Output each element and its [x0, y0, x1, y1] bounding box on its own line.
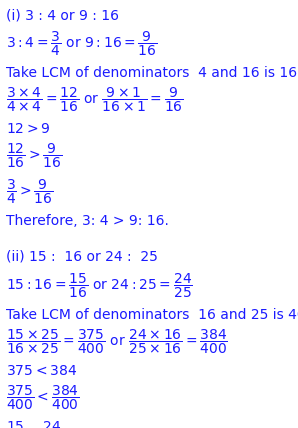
Text: Take LCM of denominators  4 and 16 is 16.: Take LCM of denominators 4 and 16 is 16. [6, 66, 298, 80]
Text: Therefore, 3: 4 > 9: 16.: Therefore, 3: 4 > 9: 16. [6, 214, 169, 228]
Text: $\dfrac{3}{4} > \dfrac{9}{16}$: $\dfrac{3}{4} > \dfrac{9}{16}$ [6, 178, 53, 206]
Text: $375 < 384$: $375 < 384$ [6, 364, 77, 378]
Text: (i) 3 : 4 or 9 : 16: (i) 3 : 4 or 9 : 16 [6, 8, 119, 22]
Text: $\dfrac{375}{400} < \dfrac{384}{400}$: $\dfrac{375}{400} < \dfrac{384}{400}$ [6, 384, 80, 412]
Text: $15: 16 = \dfrac{15}{16}$ or $24: 25 = \dfrac{24}{25}$: $15: 16 = \dfrac{15}{16}$ or $24: 25 = \… [6, 272, 193, 300]
Text: $\dfrac{3 \times 4}{4 \times 4} = \dfrac{12}{16}$ or $\dfrac{9 \times 1}{16 \tim: $\dfrac{3 \times 4}{4 \times 4} = \dfrac… [6, 86, 184, 114]
Text: Take LCM of denominators  16 and 25 is 400.: Take LCM of denominators 16 and 25 is 40… [6, 308, 298, 322]
Text: $\dfrac{15 \times 25}{16 \times 25} = \dfrac{375}{400}$ or $\dfrac{24 \times 16}: $\dfrac{15 \times 25}{16 \times 25} = \d… [6, 328, 228, 357]
Text: $3 : 4 = \dfrac{3}{4}$ or $9 : 16 = \dfrac{9}{16}$: $3 : 4 = \dfrac{3}{4}$ or $9 : 16 = \dfr… [6, 30, 158, 58]
Text: (ii) 15 :  16 or 24 :  25: (ii) 15 : 16 or 24 : 25 [6, 250, 158, 264]
Text: $12 > 9$: $12 > 9$ [6, 122, 51, 136]
Text: $\dfrac{15}{16} < \dfrac{24}{25}$: $\dfrac{15}{16} < \dfrac{24}{25}$ [6, 420, 62, 428]
Text: $\dfrac{12}{16} > \dfrac{9}{16}$: $\dfrac{12}{16} > \dfrac{9}{16}$ [6, 142, 62, 170]
